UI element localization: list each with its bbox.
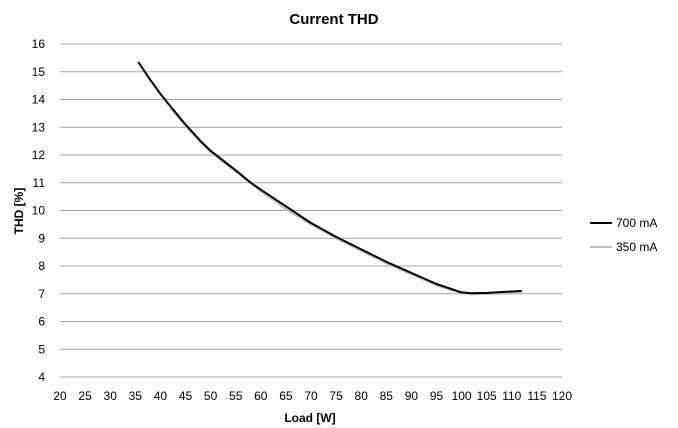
x-tick-label: 105: [477, 389, 497, 403]
y-tick-label: 8: [38, 259, 45, 273]
legend: 700 mA 350 mA: [590, 216, 657, 254]
x-tick-label: 25: [78, 389, 92, 403]
x-tick-label: 115: [527, 389, 546, 403]
gridlines: [60, 43, 562, 378]
x-tick-label: 40: [154, 389, 168, 403]
y-tick-label: 13: [32, 120, 46, 134]
x-tick-label: 75: [329, 389, 343, 403]
x-tick-label: 70: [304, 389, 318, 403]
y-tick-label: 15: [32, 65, 46, 79]
x-tick-label: 80: [355, 389, 369, 403]
series-line-0: [137, 61, 522, 295]
y-tick-label: 5: [38, 342, 45, 356]
x-axis-ticks: 20 25 30 35 40 45 50 55 60 65 70 75 80 85 90 95 100 105 11…: [53, 389, 572, 403]
y-axis-label: THD [%]: [12, 188, 26, 235]
x-tick-label: 55: [229, 389, 243, 403]
y-tick-label: 12: [32, 148, 46, 162]
chart-title: Current THD: [289, 11, 378, 28]
y-tick-label: 6: [38, 315, 45, 329]
y-tick-label: 11: [33, 176, 46, 190]
y-tick-label: 7: [38, 287, 45, 301]
x-tick-label: 60: [254, 389, 268, 403]
x-tick-label: 45: [179, 389, 193, 403]
y-tick-label: 10: [32, 204, 46, 218]
y-tick-label: 9: [38, 231, 45, 245]
x-tick-label: 95: [430, 389, 444, 403]
x-tick-label: 30: [104, 389, 118, 403]
legend-label-1: 350 mA: [616, 240, 657, 254]
x-tick-label: 100: [452, 389, 472, 403]
x-tick-label: 20: [53, 389, 67, 403]
legend-label-0: 700 mA: [616, 216, 657, 230]
y-axis-ticks: 4 5 6 7 8 9 10 11 12 13 14 15 16: [32, 37, 46, 384]
y-tick-label: 4: [38, 370, 45, 384]
y-tick-label: 16: [32, 37, 46, 51]
x-tick-label: 110: [502, 389, 521, 403]
x-tick-label: 85: [380, 389, 394, 403]
y-tick-label: 14: [32, 93, 46, 107]
x-axis-label: Load [W]: [284, 411, 335, 425]
x-tick-label: 120: [552, 389, 572, 403]
x-tick-label: 35: [129, 389, 143, 403]
x-tick-label: 65: [279, 389, 293, 403]
series-lines: [137, 61, 522, 296]
x-tick-label: 50: [204, 389, 218, 403]
series-line-1: [169, 107, 522, 296]
x-tick-label: 90: [405, 389, 419, 403]
